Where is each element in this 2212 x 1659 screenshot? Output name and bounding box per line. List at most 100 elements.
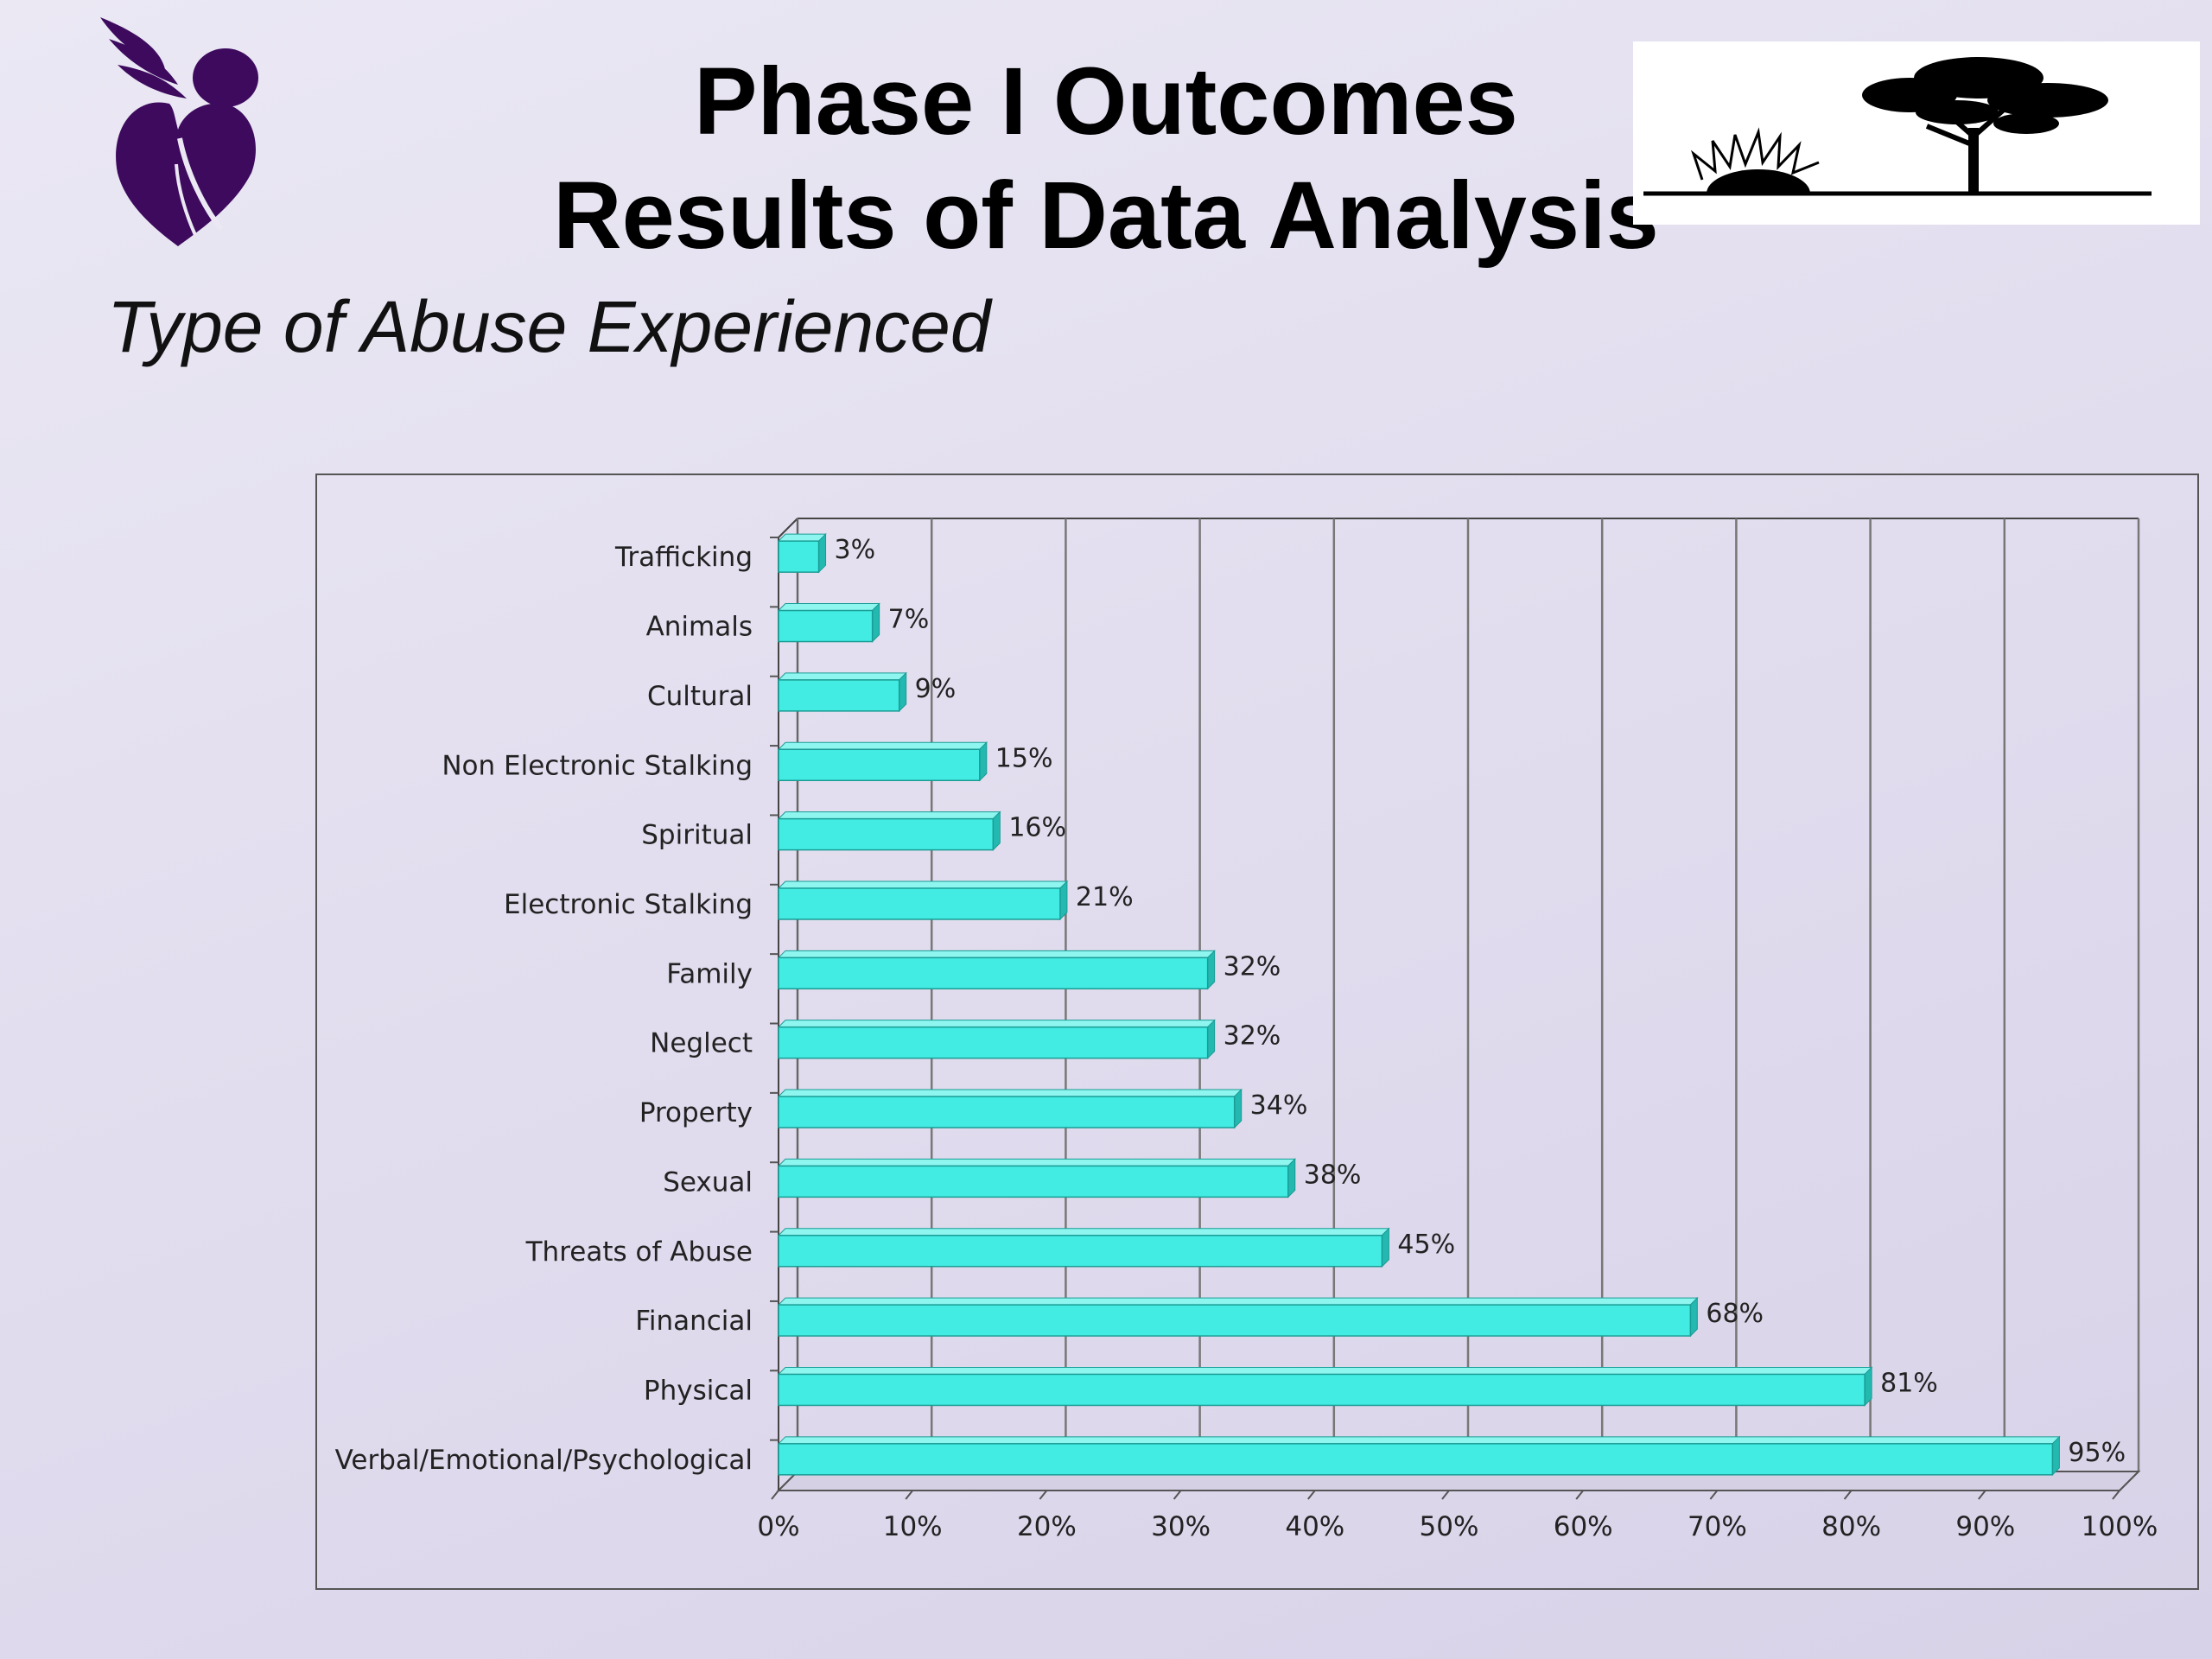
bar-top-face [777, 603, 880, 612]
category-label: Electronic Stalking [504, 889, 753, 920]
bar [778, 1373, 1866, 1407]
data-label: 21% [1076, 882, 1134, 912]
title-line-2: Results of Data Analysis [553, 162, 1659, 269]
x-tick-mark [905, 1490, 913, 1500]
bar [778, 957, 1209, 990]
data-label: 38% [1304, 1160, 1362, 1190]
abuse-type-bar-chart: Trafficking 3% Animals 7% Cultural 9% Non Elec… [335, 518, 2158, 1542]
bar-end-face [1689, 1296, 1698, 1338]
bar [778, 817, 995, 851]
x-tick-label: 60% [1554, 1511, 1613, 1542]
x-tick-label: 20% [1017, 1511, 1077, 1542]
x-tick-mark [1307, 1490, 1316, 1500]
category-label: Animals [646, 612, 753, 643]
x-tick-label: 10% [883, 1511, 943, 1542]
bar [778, 1026, 1209, 1059]
bar-end-face [1207, 1019, 1216, 1059]
x-tick-label: 40% [1285, 1511, 1344, 1542]
bar [778, 748, 981, 781]
bar [778, 679, 900, 712]
category-label: Verbal/Emotional/Psychological [335, 1445, 753, 1476]
x-tick-mark [1709, 1490, 1719, 1500]
bar-end-face [899, 671, 907, 713]
bar [778, 540, 820, 573]
bar-top-face [777, 1366, 1873, 1375]
x-tick-mark [1441, 1490, 1450, 1500]
x-tick-mark [1039, 1490, 1048, 1500]
category-label: Spiritual [641, 820, 753, 851]
bar-top-face [777, 741, 988, 750]
bar-end-face [818, 532, 827, 574]
x-tick-label: 0% [757, 1511, 799, 1542]
chart-subtitle: Type of Abuse Experienced [107, 286, 991, 367]
x-tick-label: 70% [1688, 1511, 1747, 1542]
bar-end-face [1287, 1158, 1296, 1198]
x-tick-label: 50% [1420, 1511, 1479, 1542]
x-tick-label: 30% [1151, 1511, 1211, 1542]
category-label: Family [666, 958, 753, 989]
x-tick-label: 80% [1821, 1511, 1881, 1542]
category-label: Property [639, 1097, 753, 1128]
x-tick-mark [1575, 1490, 1584, 1500]
sunrise-tree-logo [1633, 41, 2200, 225]
bar-top-face [777, 1089, 1243, 1097]
bar-top-face [777, 811, 1001, 820]
bar [778, 609, 874, 643]
bar [778, 887, 1061, 920]
x-tick-mark [1173, 1490, 1182, 1500]
bar-top-face [777, 1158, 1296, 1166]
bar-end-face [1234, 1088, 1243, 1129]
category-label: Neglect [650, 1028, 753, 1059]
bar-end-face [1207, 950, 1216, 990]
data-label: 3% [835, 535, 876, 565]
bar [778, 1235, 1383, 1268]
data-label: 15% [995, 743, 1053, 773]
bar-end-face [992, 810, 1001, 851]
x-tick-mark [771, 1490, 779, 1500]
data-label: 7% [888, 605, 930, 635]
data-label: 68% [1706, 1299, 1764, 1329]
category-label: Trafficking [614, 542, 753, 573]
x-tick-label: 90% [1955, 1511, 2015, 1542]
data-label: 95% [2068, 1438, 2126, 1468]
data-label: 9% [915, 674, 957, 704]
category-label: Threats of Abuse [525, 1236, 753, 1268]
title-line-1: Phase I Outcomes [694, 48, 1518, 155]
bar [778, 1096, 1236, 1128]
bar-top-face [777, 1297, 1699, 1306]
chart-frame: Trafficking 3% Animals 7% Cultural 9% Non Elec… [315, 474, 2199, 1590]
data-label: 81% [1880, 1368, 1938, 1398]
bar-top-face [777, 533, 827, 542]
category-label: Sexual [663, 1166, 753, 1198]
category-label: Physical [644, 1375, 753, 1406]
category-label: Financial [635, 1306, 753, 1337]
x-tick-mark [1843, 1490, 1853, 1500]
bar [778, 1304, 1692, 1337]
bar-end-face [872, 602, 880, 643]
bar-top-face [777, 1020, 1216, 1028]
x-tick-mark [2112, 1490, 2120, 1500]
data-label: 34% [1250, 1090, 1308, 1121]
bar-top-face [777, 950, 1216, 958]
tree-icon [1643, 57, 2152, 196]
data-label: 45% [1397, 1230, 1455, 1260]
bar-end-face [1059, 880, 1068, 921]
dove-heart-logo [100, 17, 258, 246]
left-wall-top-edge [778, 518, 798, 538]
bar-top-face [777, 880, 1069, 889]
plot-floor [776, 1471, 2141, 1491]
category-label: Cultural [647, 681, 753, 712]
bar-end-face [1381, 1227, 1389, 1268]
bar [778, 1165, 1289, 1198]
bar-end-face [979, 741, 988, 782]
data-label: 32% [1224, 1021, 1281, 1052]
data-label: 16% [1008, 813, 1066, 843]
data-label: 32% [1224, 951, 1281, 982]
bar-top-face [777, 1436, 2061, 1445]
bar [778, 1443, 2054, 1476]
bar-end-face [2051, 1435, 2060, 1477]
bar-top-face [777, 672, 907, 681]
slide-title: Phase I Outcomes Results of Data Analysi… [328, 45, 1884, 273]
category-label: Non Electronic Stalking [442, 750, 753, 781]
bar-end-face [1864, 1366, 1872, 1407]
